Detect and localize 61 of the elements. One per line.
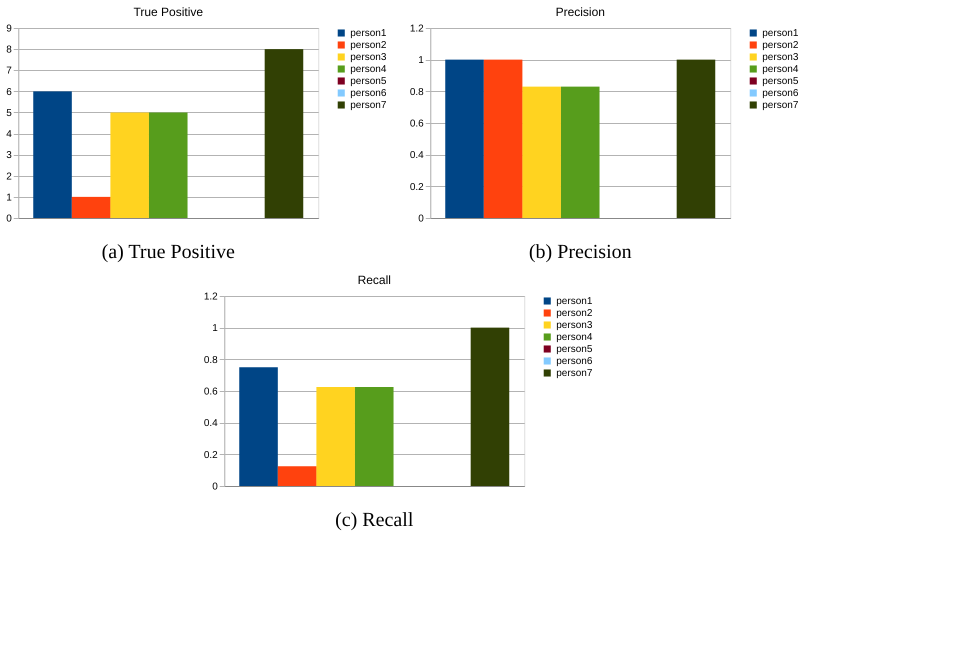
bar — [278, 466, 316, 486]
y-tick-label: 8 — [6, 44, 12, 56]
legend-label: person4 — [350, 64, 387, 75]
legend-label: person1 — [556, 296, 593, 307]
legend-label: person3 — [556, 320, 593, 331]
legend-label: person5 — [350, 76, 387, 87]
y-tick-label: 5 — [6, 108, 12, 119]
legend-label: person7 — [556, 368, 593, 379]
bar — [354, 387, 394, 486]
y-tick-label: 0.8 — [204, 354, 218, 366]
bar — [72, 196, 110, 218]
text: (b) Precision — [528, 241, 632, 263]
y-tick-label: 1 — [212, 323, 218, 334]
y-tick-label: 0.2 — [410, 182, 424, 193]
bar — [470, 328, 510, 486]
legend-label: person4 — [762, 64, 799, 75]
y-tick-label: 1.2 — [410, 24, 424, 34]
y-tick-label: 6 — [6, 86, 12, 98]
y-tick-label: 0 — [418, 214, 424, 224]
y-tick-label: 0.2 — [204, 450, 218, 461]
legend-label: person6 — [556, 356, 593, 367]
legend-label: person2 — [762, 40, 799, 51]
legend-label: person5 — [556, 344, 593, 355]
legend-label: person7 — [350, 100, 387, 111]
legend-label: person4 — [556, 332, 593, 343]
legend-label: person2 — [350, 40, 387, 51]
y-tick-label: 0.8 — [410, 86, 424, 98]
legend-label: person6 — [350, 88, 387, 99]
legend-label: person1 — [762, 28, 799, 39]
legend-label: person2 — [556, 308, 593, 319]
bar — [316, 387, 355, 486]
text: (c) Recall — [335, 509, 414, 531]
y-tick-label: 1.2 — [204, 292, 218, 302]
y-tick-label: 0.6 — [204, 386, 218, 398]
legend-label: person7 — [762, 100, 799, 111]
bar — [239, 367, 278, 486]
bar — [264, 49, 304, 218]
legend-label: person1 — [350, 28, 387, 39]
y-tick-label: 9 — [6, 24, 12, 34]
legend-label: person3 — [350, 52, 387, 63]
bar — [33, 91, 72, 218]
legend-label: person3 — [762, 52, 799, 63]
y-tick-label: 0.4 — [410, 150, 424, 162]
y-tick-label: 0.6 — [410, 118, 424, 130]
chart-title: Precision — [556, 5, 605, 19]
y-tick-label: 0 — [212, 482, 218, 492]
legend-label: person5 — [762, 76, 799, 87]
y-tick-label: 1 — [418, 55, 424, 66]
y-tick-label: 0.4 — [204, 418, 218, 430]
chart-title: True Positive — [133, 5, 204, 19]
text: (a) True Positive — [102, 241, 236, 263]
y-tick-label: 2 — [6, 171, 12, 182]
bar — [148, 112, 188, 218]
legend-label: person6 — [762, 88, 799, 99]
y-tick-label: 7 — [6, 66, 12, 77]
y-tick-label: 1 — [6, 192, 12, 204]
y-tick-label: 3 — [6, 150, 12, 162]
chart-title: Recall — [358, 273, 391, 287]
y-tick-label: 4 — [6, 129, 12, 140]
y-tick-label: 0 — [6, 214, 12, 224]
bar — [110, 112, 149, 218]
